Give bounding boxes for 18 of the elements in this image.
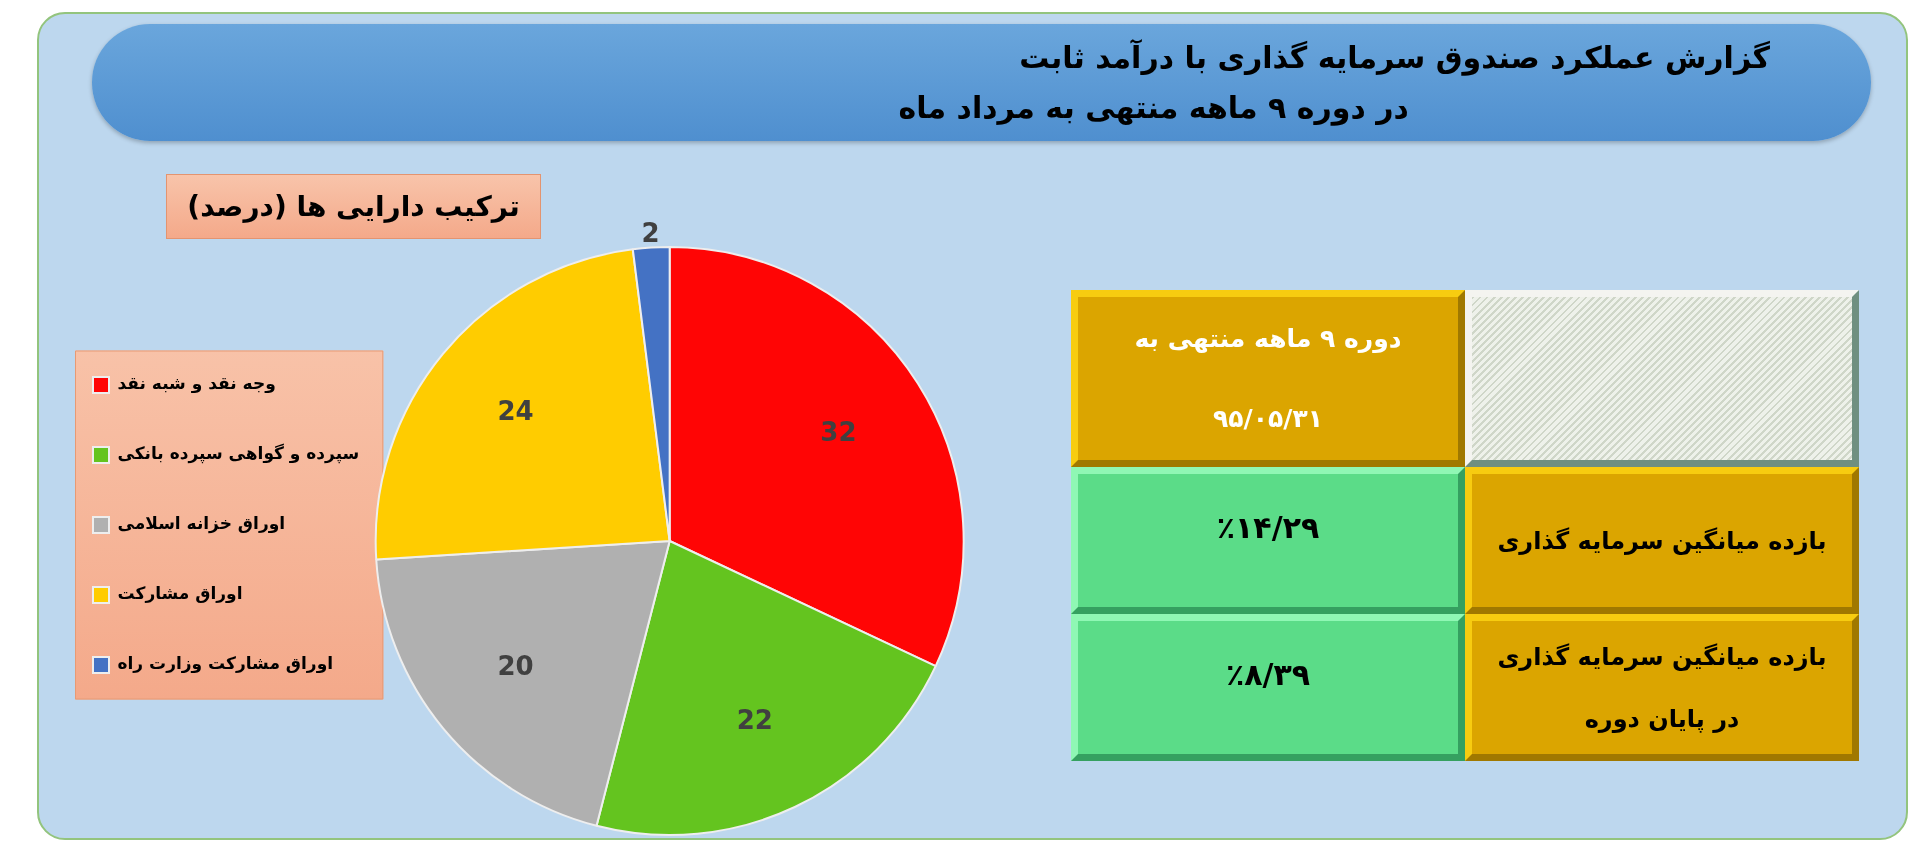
legend-label: اوراق مشارکت وزارت راه <box>117 653 334 675</box>
data-label: 24 <box>497 396 534 427</box>
legend-label: اوراق مشارکت <box>117 583 243 605</box>
category-label: بازده میانگین سرمایه گذاری <box>1497 526 1827 555</box>
chart-title: ترکیب دارایی ها (درصد) <box>166 174 541 239</box>
text: ٪۸/۳۹ <box>1225 657 1311 692</box>
category-label: دوره ۹ ماهه منتهی به ۹۵/۰۵/۳۱ <box>1134 323 1402 433</box>
legend-label: اوراق خزانه اسلامی <box>117 513 286 535</box>
text: گزارش عملکرد صندوق سرمایه گذاری با درآمد ثابت <box>1019 38 1770 78</box>
text: در دوره ۹ ماهه منتهی به مرداد ماه <box>898 89 1409 128</box>
legend-label: سپرده و گواهی سپرده بانکی <box>117 443 360 465</box>
legend-label: وجه نقد و شبه نقد <box>117 373 276 395</box>
data-label: 22 <box>736 704 773 735</box>
data-label: 2 <box>641 218 660 249</box>
data-label: 20 <box>497 651 534 682</box>
text: ٪۱۴/۲۹ <box>1216 510 1320 545</box>
category-label: بازده میانگین سرمایه گذاری در پایان دوره <box>1497 642 1827 733</box>
data-label: 32 <box>820 416 857 447</box>
